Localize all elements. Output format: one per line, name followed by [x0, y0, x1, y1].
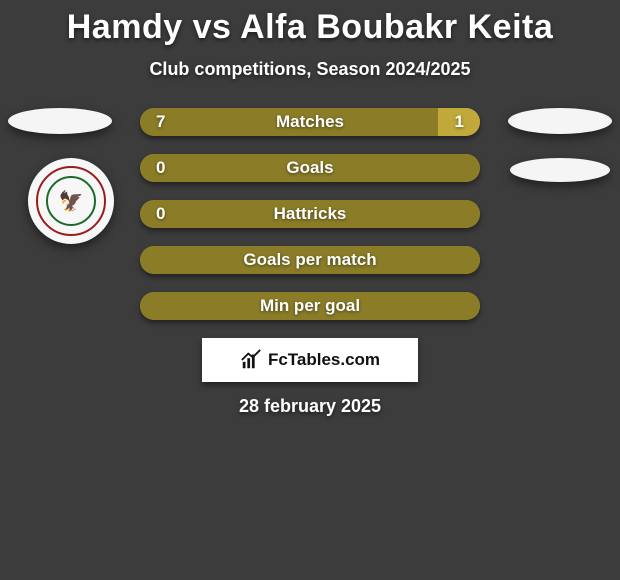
- badge-outer-ring: 🦅: [36, 166, 106, 236]
- player2-club-ellipse: [510, 158, 610, 182]
- stat-bar: Goals 0: [140, 154, 480, 182]
- chart-icon: [240, 349, 262, 371]
- stat-value-p1: 7: [156, 112, 165, 132]
- badge-inner-ring: 🦅: [46, 176, 96, 226]
- comparison-stage: 🦅 Matches 7 1 Goals 0 Hattricks 0 Goals per mat…: [0, 108, 620, 417]
- stat-label: Min per goal: [260, 296, 360, 316]
- watermark-text: FcTables.com: [268, 350, 380, 370]
- player1-club-badge: 🦅: [28, 158, 114, 244]
- player2-flag-ellipse: [508, 108, 612, 134]
- date-text: 28 february 2025: [0, 396, 620, 417]
- stat-bar: Matches 7 1: [140, 108, 480, 136]
- subtitle: Club competitions, Season 2024/2025: [0, 59, 620, 80]
- watermark: FcTables.com: [202, 338, 418, 382]
- stat-value-p1: 0: [156, 158, 165, 178]
- player1-flag-ellipse: [8, 108, 112, 134]
- stat-bar: Min per goal: [140, 292, 480, 320]
- stat-label: Matches: [276, 112, 344, 132]
- stat-bars: Matches 7 1 Goals 0 Hattricks 0 Goals per match…: [140, 108, 480, 320]
- stat-value-p2: 1: [455, 112, 464, 132]
- stat-label: Goals: [286, 158, 333, 178]
- stat-bar: Goals per match: [140, 246, 480, 274]
- stat-bar: Hattricks 0: [140, 200, 480, 228]
- stat-value-p1: 0: [156, 204, 165, 224]
- eagle-icon: 🦅: [59, 189, 84, 214]
- stat-label: Goals per match: [243, 250, 376, 270]
- page-title: Hamdy vs Alfa Boubakr Keita: [0, 0, 620, 47]
- stat-label: Hattricks: [274, 204, 347, 224]
